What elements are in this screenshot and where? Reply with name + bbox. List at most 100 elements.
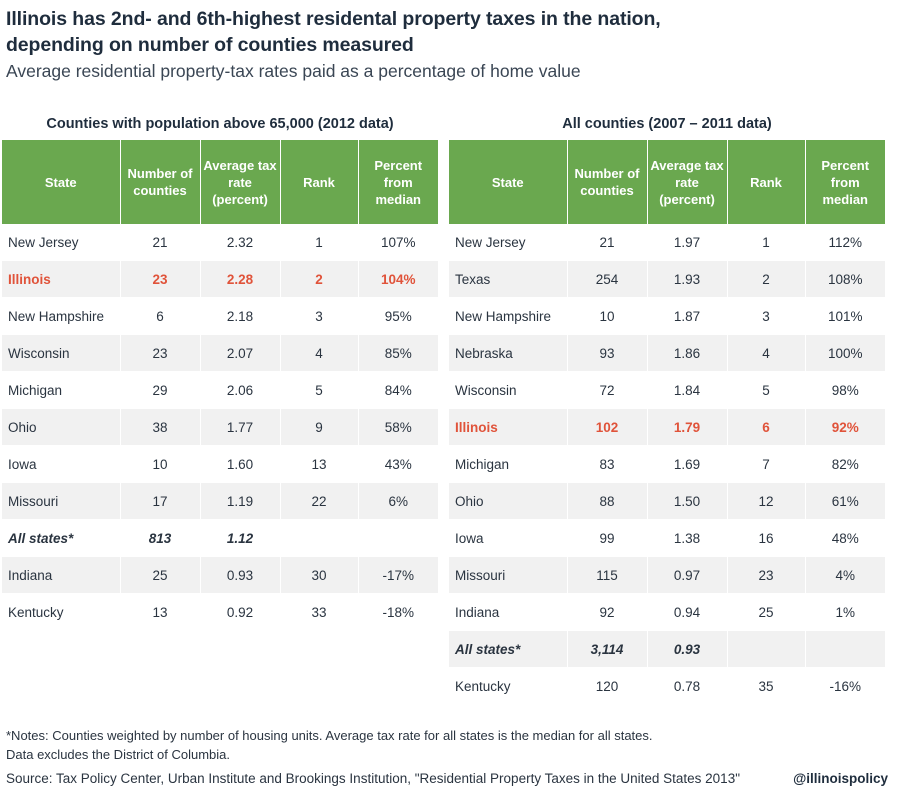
rate-cell: 1.93 — [647, 260, 728, 298]
counties-cell: 92 — [567, 593, 648, 631]
counties-cell: 25 — [120, 556, 201, 594]
rank-cell: 13 — [280, 445, 359, 483]
table-row: New Jersey 21 1.97 1 112% — [449, 224, 885, 261]
percent-cell: 112% — [805, 224, 885, 261]
table-row: Nebraska 93 1.86 4 100% — [449, 334, 885, 372]
counties-cell: 21 — [120, 224, 201, 261]
percent-cell: -18% — [358, 593, 438, 631]
counties-cell: 83 — [567, 445, 648, 483]
column-header-rate: Average tax rate (percent) — [200, 140, 281, 224]
left-panel: Counties with population above 65,000 (2… — [2, 112, 438, 631]
state-cell: Michigan — [2, 371, 121, 409]
table-row: Illinois 23 2.28 2 104% — [2, 260, 438, 298]
right-table-body: New Jersey 21 1.97 1 112% Texas 254 1.93 2 108% Ne… — [449, 224, 885, 705]
rate-cell: 2.07 — [200, 334, 281, 372]
state-cell: Indiana — [2, 556, 121, 594]
rate-cell: 0.97 — [647, 556, 728, 594]
state-cell: Missouri — [2, 482, 121, 520]
rate-cell: 2.32 — [200, 224, 281, 261]
counties-cell: 93 — [567, 334, 648, 372]
state-cell: Iowa — [2, 445, 121, 483]
left-table-title: Counties with population above 65,000 (2… — [46, 116, 394, 132]
counties-cell: 10 — [567, 297, 648, 335]
state-cell: All states* — [2, 519, 121, 557]
percent-cell: 107% — [358, 224, 438, 261]
rate-cell: 0.92 — [200, 593, 281, 631]
rate-cell: 1.12 — [200, 519, 281, 557]
column-header-counties: Number of counties — [120, 140, 201, 224]
table-row: Ohio 88 1.50 12 61% — [449, 482, 885, 520]
table-row: Texas 254 1.93 2 108% — [449, 260, 885, 298]
rate-cell: 0.94 — [647, 593, 728, 631]
source-text: Source: Tax Policy Center, Urban Institu… — [6, 771, 740, 786]
rank-cell: 9 — [280, 408, 359, 446]
table-row: Ohio 38 1.77 9 58% — [2, 408, 438, 446]
rate-cell: 0.93 — [200, 556, 281, 594]
counties-cell: 99 — [567, 519, 648, 557]
state-cell: Wisconsin — [2, 334, 121, 372]
rank-cell: 25 — [727, 593, 806, 631]
table-row: Indiana 25 0.93 30 -17% — [2, 556, 438, 594]
state-cell: Kentucky — [449, 667, 568, 705]
notes: *Notes: Counties weighted by number of h… — [6, 726, 886, 764]
percent-cell: 58% — [358, 408, 438, 446]
rank-cell: 5 — [727, 371, 806, 409]
counties-cell: 38 — [120, 408, 201, 446]
counties-cell: 813 — [120, 519, 201, 557]
left-table: State Number of counties Average tax rat… — [2, 140, 438, 631]
rank-cell: 1 — [727, 224, 806, 261]
rank-cell: 2 — [280, 260, 359, 298]
percent-cell: -16% — [805, 667, 885, 705]
percent-cell: 1% — [805, 593, 885, 631]
table-row: Wisconsin 23 2.07 4 85% — [2, 334, 438, 372]
rank-cell: 22 — [280, 482, 359, 520]
rate-cell: 0.93 — [647, 630, 728, 668]
table-row: All states* 813 1.12 — [2, 519, 438, 557]
counties-cell: 17 — [120, 482, 201, 520]
rank-cell: 3 — [727, 297, 806, 335]
percent-cell: -17% — [358, 556, 438, 594]
rank-cell: 23 — [727, 556, 806, 594]
rate-cell: 1.69 — [647, 445, 728, 483]
table-row: Kentucky 120 0.78 35 -16% — [449, 667, 885, 705]
counties-cell: 29 — [120, 371, 201, 409]
counties-cell: 115 — [567, 556, 648, 594]
percent-cell: 100% — [805, 334, 885, 372]
rate-cell: 1.38 — [647, 519, 728, 557]
state-cell: Illinois — [449, 408, 568, 446]
left-table-header-row: State Number of counties Average tax rat… — [2, 140, 438, 224]
table-row: New Hampshire 10 1.87 3 101% — [449, 297, 885, 335]
state-cell: Ohio — [2, 408, 121, 446]
rate-cell: 1.19 — [200, 482, 281, 520]
state-cell: New Hampshire — [2, 297, 121, 335]
left-table-body: New Jersey 21 2.32 1 107% Illinois 23 2.28 2 104%… — [2, 224, 438, 631]
state-cell: Nebraska — [449, 334, 568, 372]
state-cell: Wisconsin — [449, 371, 568, 409]
rank-cell: 6 — [727, 408, 806, 446]
counties-cell: 254 — [567, 260, 648, 298]
counties-cell: 13 — [120, 593, 201, 631]
right-table: State Number of counties Average tax rat… — [449, 140, 885, 705]
percent-cell: 4% — [805, 556, 885, 594]
percent-cell: 85% — [358, 334, 438, 372]
rank-cell: 12 — [727, 482, 806, 520]
percent-cell: 48% — [805, 519, 885, 557]
rate-cell: 1.79 — [647, 408, 728, 446]
state-cell: Missouri — [449, 556, 568, 594]
footer: Source: Tax Policy Center, Urban Institu… — [6, 768, 888, 790]
rank-cell: 4 — [280, 334, 359, 372]
rank-cell: 4 — [727, 334, 806, 372]
rate-cell: 1.77 — [200, 408, 281, 446]
column-header-rate: Average tax rate (percent) — [647, 140, 728, 224]
state-cell: Kentucky — [2, 593, 121, 631]
state-cell: Michigan — [449, 445, 568, 483]
rate-cell: 1.86 — [647, 334, 728, 372]
state-cell: Iowa — [449, 519, 568, 557]
table-row: Missouri 115 0.97 23 4% — [449, 556, 885, 594]
rank-cell: 33 — [280, 593, 359, 631]
state-cell: All states* — [449, 630, 568, 668]
rate-cell: 1.84 — [647, 371, 728, 409]
table-row: Missouri 17 1.19 22 6% — [2, 482, 438, 520]
rank-cell: 3 — [280, 297, 359, 335]
percent-cell: 82% — [805, 445, 885, 483]
